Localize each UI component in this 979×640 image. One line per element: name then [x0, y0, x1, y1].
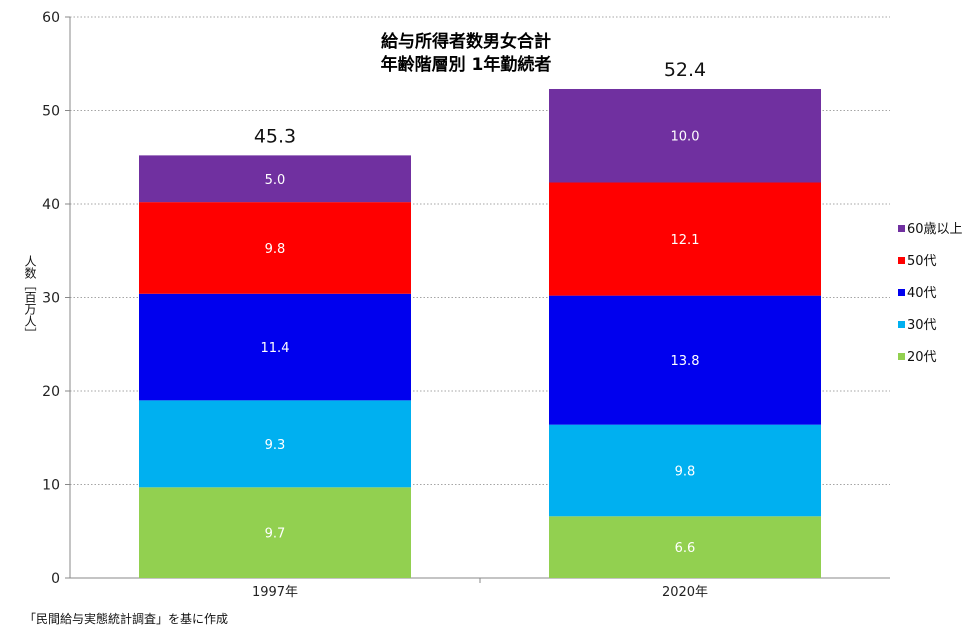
x-tick-label: 2020年 — [662, 585, 708, 600]
y-tick-label: 10 — [42, 478, 60, 494]
bar-total-label: 52.4 — [664, 59, 706, 81]
bar-value-label: 11.4 — [261, 341, 290, 356]
bar-total-label: 45.3 — [254, 125, 296, 147]
legend-swatch — [898, 257, 905, 264]
bar-segment — [549, 516, 821, 578]
legend-label: 50代 — [907, 254, 937, 269]
chart-title-line: 年齢階層別 1年勤続者 — [381, 54, 552, 75]
legend-label: 60歳以上 — [907, 222, 963, 237]
bar-segment — [139, 155, 411, 203]
legend-swatch — [898, 353, 905, 360]
bar-value-label: 5.0 — [265, 173, 286, 188]
bar-value-label: 6.6 — [675, 541, 696, 556]
bar-segment — [549, 295, 821, 425]
source-note: 「民間給与実態統計調査」を基に作成 — [24, 612, 229, 626]
y-tick-label: 40 — [42, 197, 60, 213]
y-tick-label: 50 — [42, 104, 60, 120]
legend-swatch — [898, 321, 905, 328]
bar-segment — [139, 487, 411, 578]
chart-title-line: 給与所得者数男女合計 — [381, 31, 551, 52]
bar-value-label: 13.8 — [671, 354, 700, 369]
bar-value-label: 9.3 — [265, 438, 286, 453]
bar-segment — [139, 293, 411, 401]
legend-label: 20代 — [907, 350, 937, 365]
legend-label: 30代 — [907, 318, 937, 333]
y-tick-label: 30 — [42, 291, 60, 307]
y-tick-label: 0 — [51, 571, 60, 587]
bar-value-label: 9.8 — [675, 464, 696, 479]
bar-value-label: 10.0 — [671, 130, 700, 145]
bar-segment — [549, 88, 821, 183]
y-tick-label: 20 — [42, 384, 60, 400]
bar-value-label: 9.7 — [265, 527, 286, 542]
legend-swatch — [898, 289, 905, 296]
bar-segment — [139, 400, 411, 488]
x-tick-label: 1997年 — [252, 585, 298, 600]
legend-swatch — [898, 225, 905, 232]
bar-segment — [549, 182, 821, 296]
y-axis-label: 人数［百万人］ — [23, 255, 37, 339]
bar-value-label: 12.1 — [671, 233, 700, 248]
bar-segment — [139, 202, 411, 294]
legend-label: 40代 — [907, 286, 937, 301]
bar-segment — [549, 424, 821, 517]
bar-value-label: 9.8 — [265, 242, 286, 257]
y-tick-label: 60 — [42, 10, 60, 26]
